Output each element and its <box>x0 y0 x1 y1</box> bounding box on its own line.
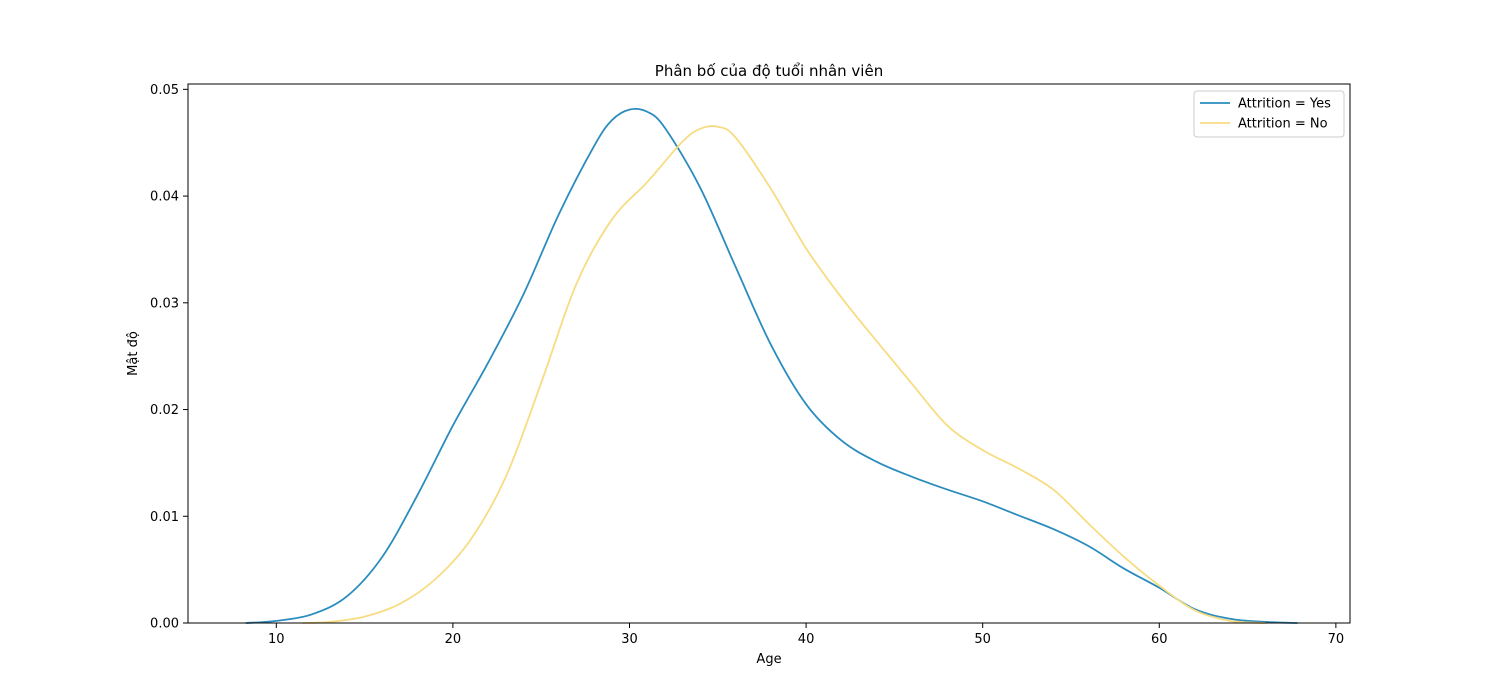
y-tick-label: 0.00 <box>150 617 179 632</box>
y-tick-label: 0.03 <box>150 296 179 311</box>
y-tick-label: 0.05 <box>150 83 179 98</box>
x-axis: 10 20 30 40 50 60 70 <box>268 623 1344 647</box>
legend-label: Attrition = Yes <box>1238 97 1331 112</box>
x-tick-label: 50 <box>974 632 991 647</box>
x-tick-label: 20 <box>445 632 462 647</box>
x-tick-label: 30 <box>621 632 638 647</box>
plot-frame <box>187 83 1351 624</box>
plot-area <box>245 107 1298 624</box>
legend-label: Attrition = No <box>1238 117 1328 132</box>
chart-title: Phân bố của độ tuổi nhân viên <box>655 62 883 80</box>
x-tick-label: 10 <box>268 632 285 647</box>
y-axis: 0.00 0.01 0.02 0.03 0.04 0.05 <box>150 83 188 632</box>
x-tick-label: 70 <box>1328 632 1345 647</box>
series-line-no <box>301 125 1267 624</box>
x-tick-label: 40 <box>798 632 815 647</box>
y-tick-label: 0.01 <box>150 510 179 525</box>
y-axis-label: Mật độ <box>126 331 141 376</box>
legend-box <box>1193 90 1345 138</box>
legend: Attrition = Yes Attrition = No <box>1193 90 1345 138</box>
x-tick-label: 60 <box>1151 632 1168 647</box>
x-axis-label: Age <box>756 652 781 667</box>
y-tick-label: 0.02 <box>150 403 179 418</box>
y-tick-label: 0.04 <box>150 190 179 205</box>
series-line-yes <box>245 107 1298 624</box>
